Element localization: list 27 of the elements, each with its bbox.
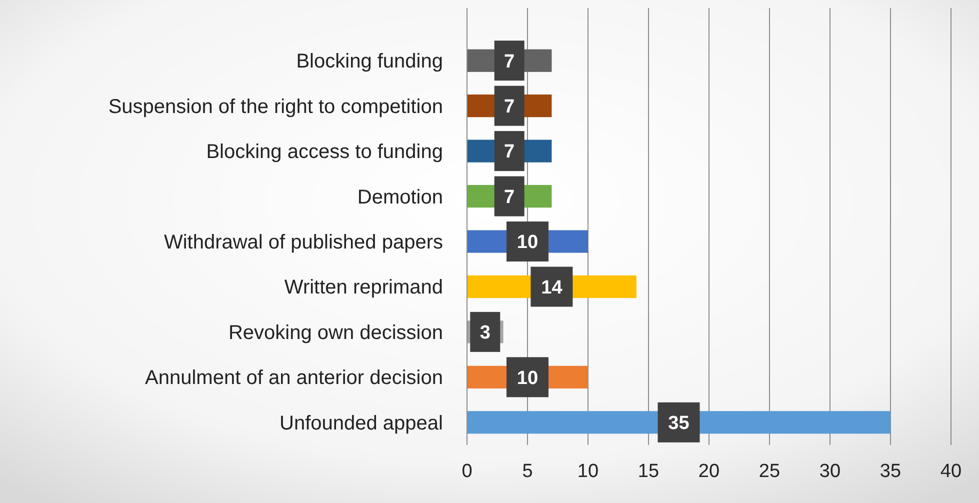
y-tick-label: Blocking funding: [296, 50, 443, 73]
data-label: 7: [504, 96, 515, 118]
data-label: 10: [516, 232, 538, 254]
x-tick-label: 20: [698, 461, 720, 482]
data-label: 10: [516, 368, 538, 389]
data-label: 35: [668, 413, 690, 434]
data-label: 7: [504, 51, 515, 72]
x-tick-label: 5: [522, 461, 533, 482]
data-label: 3: [480, 322, 490, 344]
x-tick-label: 30: [819, 461, 841, 482]
x-tick-label: 25: [758, 461, 780, 482]
y-tick-label: Demotion: [357, 186, 443, 208]
data-label: 14: [541, 277, 563, 298]
y-tick-label: Blocking access to funding: [206, 141, 443, 164]
x-tick-label: 40: [940, 461, 962, 482]
x-tick-label: 0: [462, 461, 472, 482]
y-tick-label: Unfounded appeal: [280, 412, 443, 434]
x-tick-label: 35: [880, 461, 902, 482]
y-tick-label: Annulment of an anterior decision: [145, 367, 443, 390]
y-tick-label: Suspension of the right to competition: [108, 96, 443, 118]
x-tick-label: 15: [638, 461, 660, 482]
data-label: 7: [504, 186, 515, 208]
y-tick-label: Revoking own decission: [228, 322, 443, 344]
x-tick-label: 10: [577, 461, 599, 482]
data-label: 7: [504, 142, 515, 163]
y-tick-label: Written reprimand: [284, 276, 443, 299]
y-tick-label: Withdrawal of published papers: [164, 232, 443, 254]
